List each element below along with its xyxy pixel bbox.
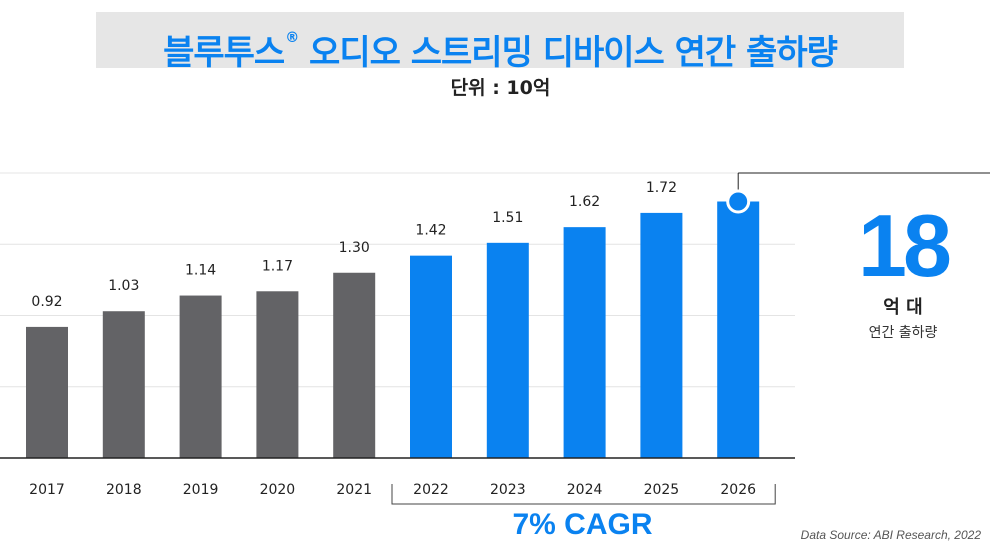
data-label: 1.51	[492, 210, 523, 226]
unit-label: 단위 : 10억	[450, 77, 551, 99]
x-tick-label: 2022	[413, 482, 449, 498]
x-tick-label: 2017	[29, 482, 65, 498]
bar	[563, 227, 606, 458]
data-label: 1.62	[569, 194, 600, 210]
highlight-value: 18	[858, 196, 952, 295]
highlight-unit: 억 대	[883, 297, 923, 318]
page-title: 블루투스® 오디오 스트리밍 디바이스 연간 출하량	[96, 10, 904, 73]
bar	[333, 272, 376, 458]
data-label: 0.92	[31, 294, 62, 310]
title-text: 블루투스	[163, 33, 285, 73]
x-tick-label: 2019	[183, 482, 219, 498]
highlight-caption: 연간 출하량	[868, 325, 938, 341]
bar	[717, 201, 760, 458]
bar	[179, 295, 222, 458]
bar	[410, 255, 452, 458]
bar	[102, 311, 145, 458]
data-label: 1.14	[185, 263, 216, 279]
bar	[486, 242, 529, 458]
forecast-bracket	[391, 484, 776, 505]
x-tick-label: 2025	[644, 482, 680, 498]
x-tick-label: 2023	[490, 482, 526, 498]
data-label: 1.42	[415, 223, 446, 239]
x-tick-label: 2020	[260, 482, 296, 498]
x-tick-label: 2024	[567, 482, 603, 498]
bar	[26, 326, 68, 458]
title-band	[96, 12, 904, 68]
cagr-label: 7% CAGR	[512, 508, 653, 541]
data-label: 1.17	[262, 258, 293, 274]
x-tick-label: 2026	[720, 482, 756, 498]
data-label: 1.03	[108, 278, 139, 294]
data-label: 1.72	[646, 180, 677, 196]
data-source: Data Source: ABI Research, 2022	[800, 528, 981, 542]
bar	[640, 212, 683, 458]
x-tick-label: 2021	[336, 482, 372, 498]
title-rest: 오디오 스트리밍 디바이스 연간 출하량	[298, 33, 838, 73]
bar	[256, 291, 299, 458]
x-tick-label: 2018	[106, 482, 142, 498]
data-label: 1.30	[339, 240, 370, 256]
marker-dot	[729, 192, 748, 211]
registered-mark: ®	[285, 30, 299, 46]
